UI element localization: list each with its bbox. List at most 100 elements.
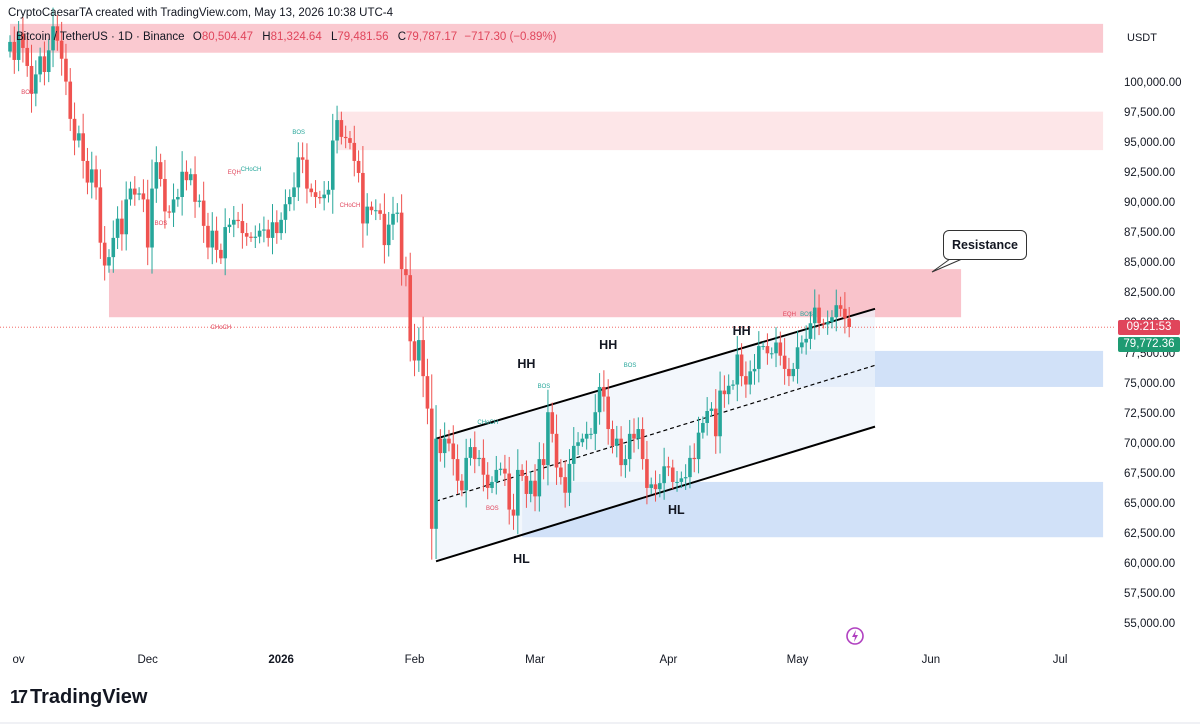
candle-body[interactable] — [283, 204, 288, 220]
candle-body[interactable] — [795, 347, 800, 369]
candle-body[interactable] — [176, 197, 180, 200]
candle-body[interactable] — [537, 459, 542, 497]
candle-body[interactable] — [645, 459, 649, 488]
candle-body[interactable] — [791, 368, 796, 377]
candle-body[interactable] — [124, 199, 128, 235]
candle-body[interactable] — [128, 188, 133, 200]
candle-body[interactable] — [847, 318, 851, 328]
candle-body[interactable] — [653, 484, 658, 490]
candle-body[interactable] — [59, 40, 64, 59]
candle-body[interactable] — [834, 305, 839, 318]
candle-body[interactable] — [701, 423, 705, 433]
candle-body[interactable] — [614, 438, 619, 446]
candle-body[interactable] — [769, 353, 774, 355]
candle-body[interactable] — [330, 140, 335, 190]
candle-body[interactable] — [42, 56, 47, 72]
candle-body[interactable] — [244, 233, 249, 237]
candle-body[interactable] — [830, 317, 834, 323]
candle-body[interactable] — [16, 33, 21, 60]
candle-body[interactable] — [580, 438, 585, 443]
candle-body[interactable] — [365, 206, 369, 224]
candle-body[interactable] — [468, 447, 473, 458]
candle-body[interactable] — [214, 230, 219, 250]
candle-body[interactable] — [21, 33, 25, 48]
candle-body[interactable] — [761, 346, 765, 348]
candle-body[interactable] — [541, 459, 546, 466]
candle-body[interactable] — [627, 433, 632, 460]
currency-label[interactable]: USDT — [1127, 32, 1157, 44]
candle-body[interactable] — [472, 447, 477, 460]
candle-body[interactable] — [722, 390, 727, 395]
candle-body[interactable] — [193, 174, 197, 202]
candle-body[interactable] — [356, 160, 361, 173]
candle-body[interactable] — [399, 212, 404, 270]
candle-body[interactable] — [524, 475, 529, 494]
candle-body[interactable] — [675, 481, 679, 483]
candle-body[interactable] — [718, 390, 722, 437]
candle-body[interactable] — [137, 193, 141, 195]
candle-body[interactable] — [610, 429, 615, 446]
candle-body[interactable] — [266, 229, 271, 238]
candle-body[interactable] — [287, 197, 292, 205]
candle-body[interactable] — [223, 227, 227, 259]
candle-body[interactable] — [593, 412, 598, 434]
candle-body[interactable] — [38, 56, 42, 75]
candle-body[interactable] — [343, 136, 348, 139]
candle-body[interactable] — [808, 323, 813, 339]
candle-body[interactable] — [520, 469, 524, 476]
candle-body[interactable] — [619, 438, 623, 466]
candle-body[interactable] — [391, 213, 395, 225]
candle-body[interactable] — [735, 354, 740, 385]
candle-body[interactable] — [382, 213, 387, 246]
candle-body[interactable] — [145, 199, 150, 248]
candle-body[interactable] — [713, 408, 718, 437]
candle-body[interactable] — [201, 200, 206, 226]
candle-body[interactable] — [352, 142, 357, 161]
candle-body[interactable] — [171, 199, 176, 213]
candle-body[interactable] — [262, 229, 266, 231]
candle-body[interactable] — [812, 307, 817, 324]
candle-body[interactable] — [335, 120, 339, 141]
candle-body[interactable] — [395, 212, 400, 214]
candle-body[interactable] — [34, 74, 38, 94]
candle-body[interactable] — [731, 384, 735, 386]
candle-body[interactable] — [188, 174, 193, 181]
candle-body[interactable] — [64, 58, 68, 82]
candle-body[interactable] — [150, 188, 154, 248]
candle-body[interactable] — [589, 433, 593, 435]
candle-body[interactable] — [240, 221, 245, 234]
candle-body[interactable] — [68, 81, 73, 119]
candle-body[interactable] — [322, 194, 326, 199]
candle-body[interactable] — [696, 432, 701, 460]
candle-body[interactable] — [158, 162, 163, 179]
candle-body[interactable] — [326, 189, 331, 195]
candle-body[interactable] — [498, 468, 503, 470]
candle-body[interactable] — [683, 477, 688, 479]
candle-body[interactable] — [72, 118, 77, 141]
candle-body[interactable] — [640, 429, 645, 460]
candle-body[interactable] — [821, 323, 826, 325]
candle-body[interactable] — [649, 484, 654, 488]
candle-body[interactable] — [180, 171, 184, 198]
candle-body[interactable] — [782, 355, 787, 369]
candle-body[interactable] — [464, 457, 468, 491]
candle-body[interactable] — [447, 438, 451, 444]
candle-body[interactable] — [571, 445, 576, 464]
channel-upper-line[interactable] — [435, 307, 876, 440]
candle-body[interactable] — [597, 386, 602, 413]
candle-body[interactable] — [817, 307, 821, 324]
candle-body[interactable] — [313, 192, 318, 198]
candle-body[interactable] — [800, 342, 804, 348]
candle-body[interactable] — [679, 478, 684, 482]
candle-body[interactable] — [825, 322, 830, 325]
candle-body[interactable] — [455, 459, 460, 481]
candle-body[interactable] — [107, 257, 111, 266]
candle-body[interactable] — [550, 412, 555, 434]
candle-body[interactable] — [163, 178, 167, 212]
candle-body[interactable] — [361, 172, 365, 224]
candle-body[interactable] — [348, 138, 352, 143]
candle-body[interactable] — [688, 457, 692, 478]
candle-body[interactable] — [318, 197, 322, 199]
candle-body[interactable] — [46, 50, 51, 72]
